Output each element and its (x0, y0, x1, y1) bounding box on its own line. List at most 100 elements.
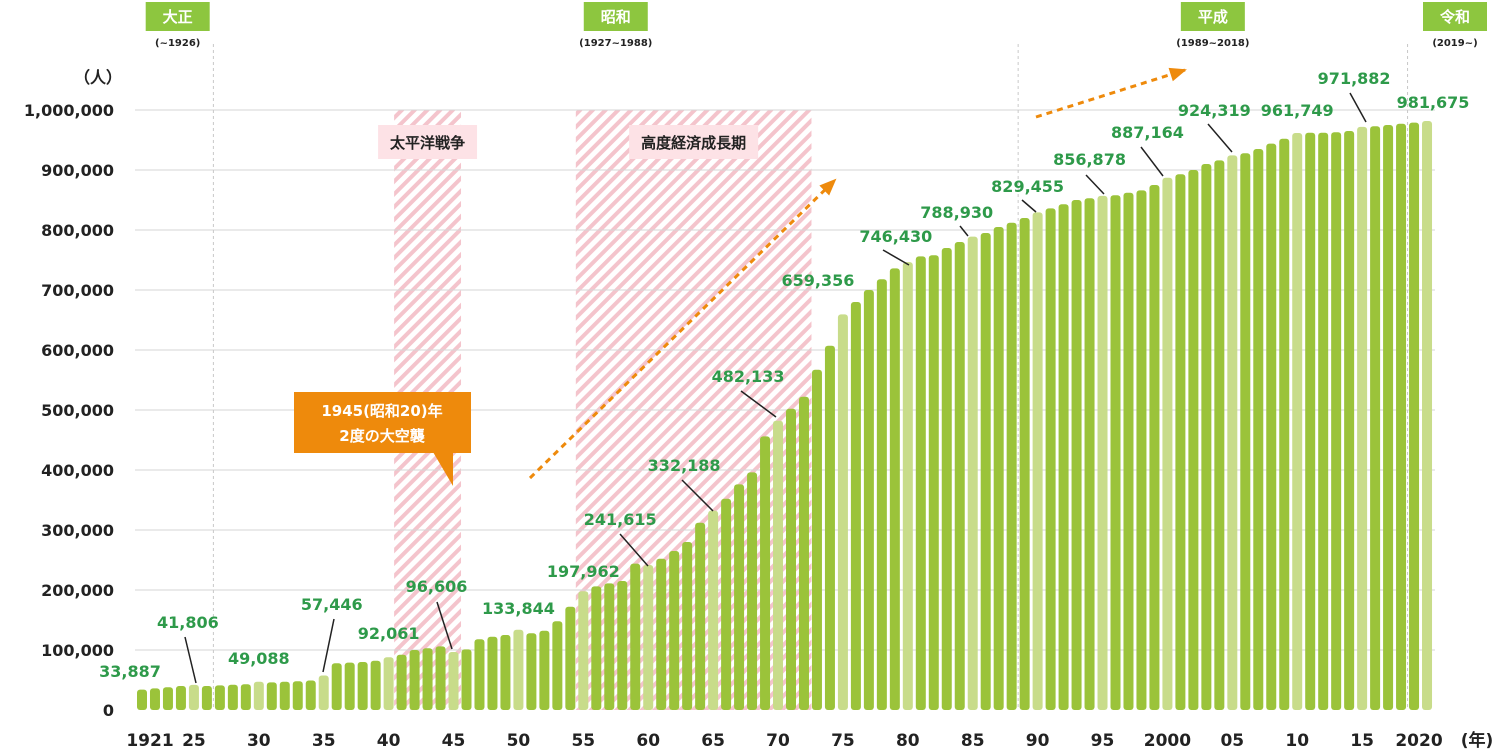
x-tick-label: 15 (1350, 731, 1374, 751)
leader-line (619, 533, 649, 567)
y-tick-label: 1,000,000 (24, 101, 114, 120)
bar (214, 685, 225, 710)
bar (487, 636, 498, 710)
bar (1266, 143, 1277, 711)
data-label: 746,430 (859, 227, 932, 246)
bar (1162, 177, 1173, 710)
data-label: 241,615 (584, 510, 657, 529)
y-tick-label: 900,000 (41, 161, 114, 180)
data-label: 856,878 (1053, 150, 1126, 169)
bar (1123, 192, 1134, 711)
bar (552, 621, 563, 710)
bar (1331, 132, 1342, 710)
bar (1019, 218, 1030, 710)
data-label: 332,188 (648, 456, 721, 475)
data-label: 887,164 (1111, 123, 1184, 142)
bar (513, 629, 524, 710)
x-tick-label: 10 (1285, 731, 1309, 751)
leader-line (1021, 199, 1037, 213)
x-tick-label: 50 (507, 731, 531, 751)
bar (1344, 131, 1355, 710)
bar (539, 630, 550, 710)
bar (279, 681, 290, 710)
data-label: 961,749 (1261, 101, 1334, 120)
bar (915, 256, 926, 710)
bar (409, 650, 420, 710)
bar (201, 686, 212, 710)
era-badge (583, 2, 648, 31)
data-label: 96,606 (406, 577, 468, 596)
bar (863, 290, 874, 710)
data-label: 788,930 (920, 203, 993, 222)
era-badge (1423, 2, 1487, 31)
x-tick-label: 2000 (1144, 731, 1191, 751)
x-tick-label: 25 (182, 731, 206, 751)
bar (396, 654, 407, 710)
y-tick-label: 100,000 (41, 641, 114, 660)
bar (162, 687, 173, 710)
x-tick-label: 85 (961, 731, 985, 751)
x-tick-label: 40 (377, 731, 401, 751)
bar (811, 369, 822, 710)
bar (1227, 155, 1238, 711)
bar (1149, 185, 1160, 710)
data-label: 133,844 (482, 599, 555, 618)
leader-line (681, 479, 714, 512)
data-label: 924,319 (1178, 101, 1251, 120)
y-tick-label: 200,000 (41, 581, 114, 600)
era-badge (145, 2, 210, 31)
bar (928, 255, 939, 710)
y-tick-label: 500,000 (41, 401, 114, 420)
leader-line (1140, 146, 1164, 177)
bar (1006, 222, 1017, 711)
trend-arrows (528, 67, 1187, 480)
data-label: 33,887 (99, 662, 161, 681)
leader-line (436, 601, 453, 650)
bar (798, 396, 809, 710)
bar (1422, 120, 1433, 711)
y-tick-label: 700,000 (41, 281, 114, 300)
y-axis-unit: （人） (74, 68, 122, 87)
bar (591, 586, 602, 710)
bar (604, 583, 615, 710)
trend-arrow-head (819, 178, 837, 196)
data-label: 482,133 (712, 367, 785, 386)
x-tick-label: 45 (442, 731, 466, 751)
callout-line2: 2度の大空襲 (339, 427, 425, 445)
bar (292, 681, 303, 710)
bar (889, 268, 900, 710)
bar (305, 680, 316, 710)
x-tick-label: 60 (636, 731, 660, 751)
bar (941, 248, 952, 710)
y-tick-label: 400,000 (41, 461, 114, 480)
data-label: 659,356 (781, 271, 854, 290)
period-label-bg (629, 125, 759, 159)
leader-line (1349, 92, 1367, 123)
bar (1279, 138, 1290, 711)
bar (175, 686, 186, 710)
bar (773, 420, 784, 710)
x-tick-label: 75 (831, 731, 855, 751)
leader-line (184, 636, 197, 684)
era-range: (~1926) (155, 38, 200, 49)
axes: 0 100,000 200,000 300,000 400,000 500,000 600,… (24, 68, 1493, 751)
bar (149, 688, 160, 710)
bar (1084, 198, 1095, 710)
data-label: 92,061 (358, 624, 420, 643)
period-label-bg (378, 125, 478, 159)
bar (760, 436, 771, 710)
bar (708, 510, 719, 710)
period-label: 高度経済成長期 (641, 134, 746, 152)
x-tick-label: 95 (1091, 731, 1115, 751)
bar (1253, 149, 1264, 710)
era-badge (1180, 2, 1245, 31)
callout-box (294, 392, 471, 453)
bar (1409, 122, 1420, 711)
data-labels: 33,887 41,806 49,088 57,446 92,061 96,606 133,… (99, 69, 1469, 684)
bar (331, 663, 342, 710)
x-tick-label: 35 (312, 731, 336, 751)
leader-line (322, 618, 335, 673)
bar (227, 684, 238, 710)
bar (578, 591, 589, 710)
x-tick-label: 05 (1220, 731, 1244, 751)
